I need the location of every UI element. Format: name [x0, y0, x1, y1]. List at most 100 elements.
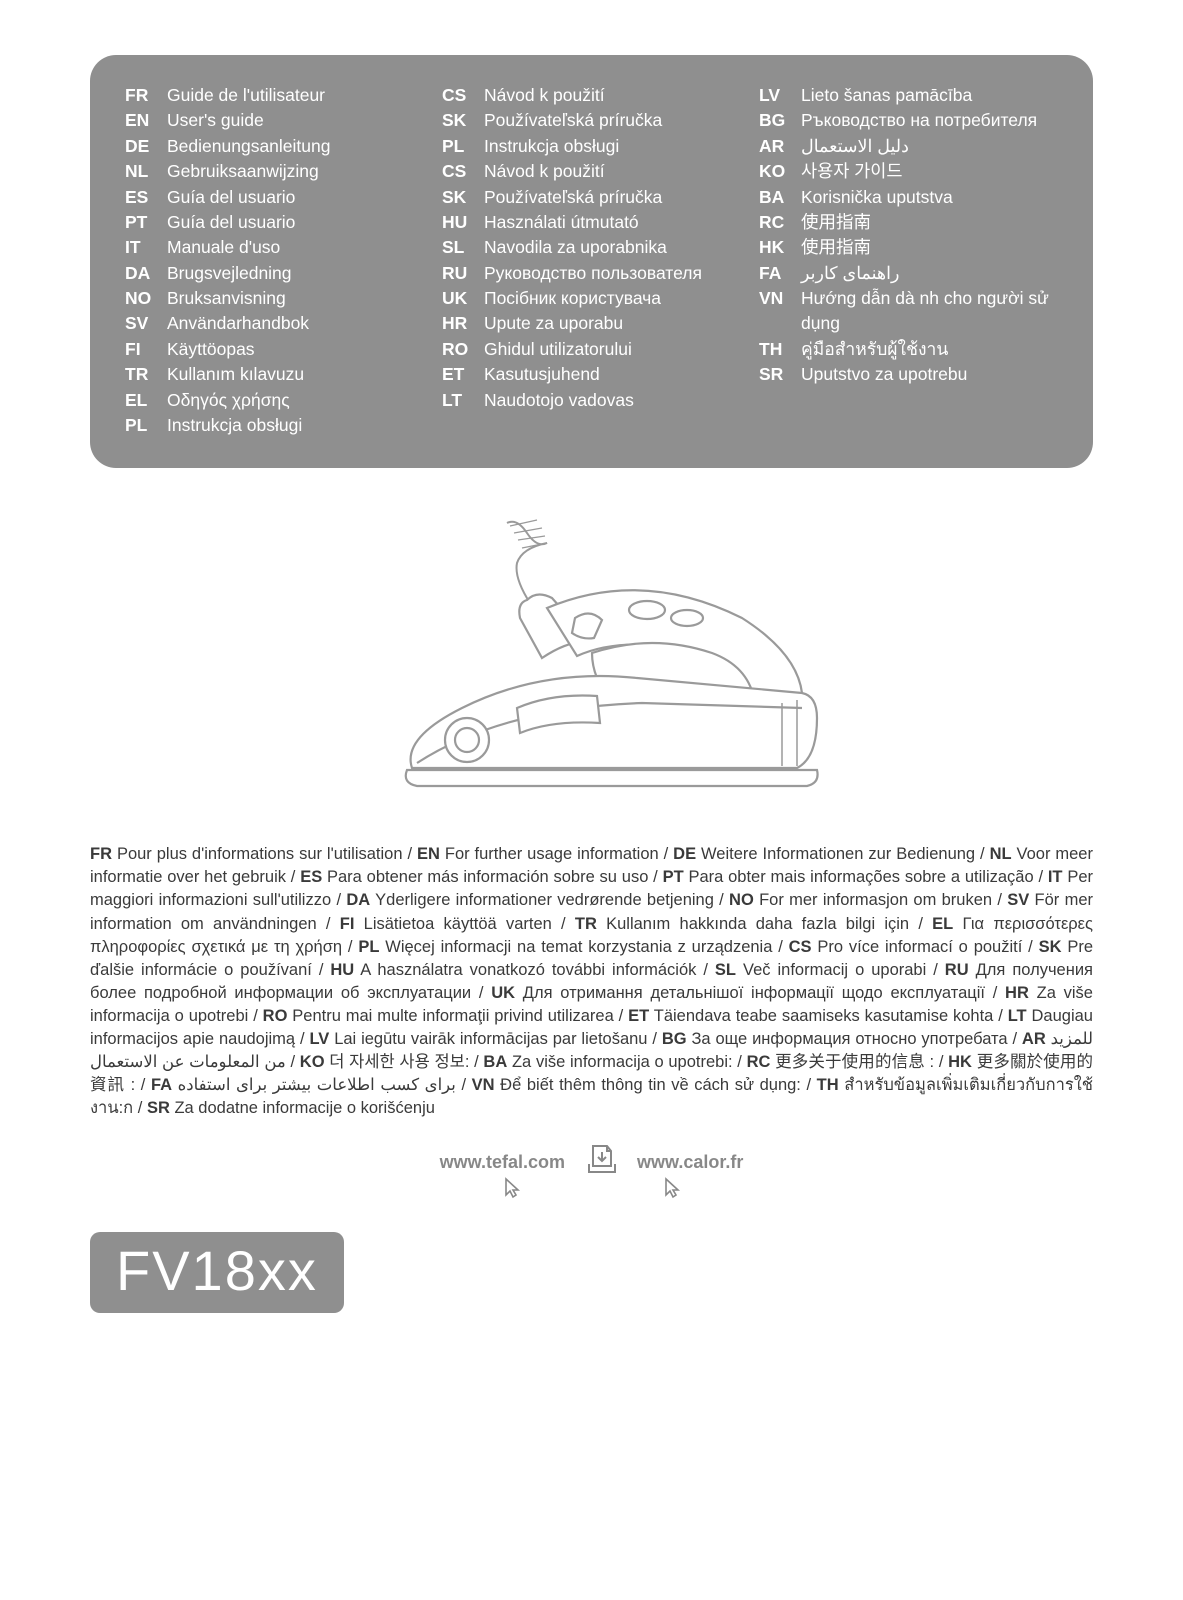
language-label: Manuale d'uso — [167, 235, 424, 260]
language-row: ESGuía del usuario — [125, 185, 424, 210]
language-code: RC — [759, 210, 801, 235]
language-code: PT — [125, 210, 167, 235]
website-calor: www.calor.fr — [637, 1152, 743, 1173]
language-columns: FRGuide de l'utilisateurENUser's guideDE… — [125, 83, 1058, 438]
language-row: HUHasználati útmutató — [442, 210, 741, 235]
language-code: ES — [125, 185, 167, 210]
language-label: Brugsvejledning — [167, 261, 424, 286]
cursor-icon — [662, 1177, 682, 1204]
language-code: FA — [759, 261, 801, 286]
language-row: THคู่มือสำหรับผู้ใช้งาน — [759, 337, 1058, 362]
language-label: Používateľská príručka — [484, 185, 741, 210]
language-code: SV — [125, 311, 167, 336]
language-label: Bedienungsanleitung — [167, 134, 424, 159]
language-code: KO — [759, 159, 801, 184]
language-code: SL — [442, 235, 484, 260]
language-code: LT — [442, 388, 484, 413]
language-row: CSNávod k použití — [442, 159, 741, 184]
language-row: ETKasutusjuhend — [442, 362, 741, 387]
language-code: NL — [125, 159, 167, 184]
language-code: TH — [759, 337, 801, 362]
language-code: CS — [442, 159, 484, 184]
language-label: Guide de l'utilisateur — [167, 83, 424, 108]
website-tefal: www.tefal.com — [440, 1152, 565, 1173]
language-label: راهنمای کاربر — [801, 261, 1058, 286]
language-label: 사용자 가이드 — [801, 159, 1058, 184]
language-label: Hướng dẫn dà nh cho người sử dụng — [801, 286, 1058, 337]
language-label: Kullanım kılavuzu — [167, 362, 424, 387]
info-paragraph: FR Pour plus d'informations sur l'utilis… — [90, 843, 1093, 1120]
language-row: HK使用指南 — [759, 235, 1058, 260]
language-code: SR — [759, 362, 801, 387]
language-code: EL — [125, 388, 167, 413]
language-row: SVAnvändarhandbok — [125, 311, 424, 336]
language-row: SKPoužívateľská príručka — [442, 185, 741, 210]
language-label: Ръководство на потребителя — [801, 108, 1058, 133]
iron-svg — [342, 508, 842, 808]
language-label: Bruksanvisning — [167, 286, 424, 311]
language-label: Användarhandbok — [167, 311, 424, 336]
language-label: Korisnička uputstva — [801, 185, 1058, 210]
language-label: Guía del usuario — [167, 210, 424, 235]
language-row: KO사용자 가이드 — [759, 159, 1058, 184]
language-code: HU — [442, 210, 484, 235]
language-code: AR — [759, 134, 801, 159]
language-row: LTNaudotojo vadovas — [442, 388, 741, 413]
language-column: CSNávod k použitíSKPoužívateľská príručk… — [442, 83, 741, 438]
language-label: Lieto šanas pamācība — [801, 83, 1058, 108]
language-row: RC使用指南 — [759, 210, 1058, 235]
language-code: NO — [125, 286, 167, 311]
cursor-icon — [502, 1177, 522, 1204]
language-label: Navodila za uporabnika — [484, 235, 741, 260]
language-code: FI — [125, 337, 167, 362]
language-row: BAKorisnička uputstva — [759, 185, 1058, 210]
language-code: UK — [442, 286, 484, 311]
language-row: SKPoužívateľská príručka — [442, 108, 741, 133]
language-code: CS — [442, 83, 484, 108]
language-row: RUРуководство пользователя — [442, 261, 741, 286]
language-row: NOBruksanvisning — [125, 286, 424, 311]
language-label: Használati útmutató — [484, 210, 741, 235]
language-label: Οδηγός χρήσης — [167, 388, 424, 413]
language-label: Návod k použití — [484, 159, 741, 184]
language-label: คู่มือสำหรับผู้ใช้งาน — [801, 337, 1058, 362]
download-doc-icon — [583, 1142, 619, 1183]
language-row: DABrugsvejledning — [125, 261, 424, 286]
language-row: LVLieto šanas pamācība — [759, 83, 1058, 108]
language-row: SLNavodila za uporabnika — [442, 235, 741, 260]
language-code: ET — [442, 362, 484, 387]
language-label: Ghidul utilizatorului — [484, 337, 741, 362]
language-row: PLInstrukcja obsługi — [125, 413, 424, 438]
language-row: BGРъководство на потребителя — [759, 108, 1058, 133]
language-row: ARدليل الاستعمال — [759, 134, 1058, 159]
language-code: RU — [442, 261, 484, 286]
language-row: ELΟδηγός χρήσης — [125, 388, 424, 413]
language-row: PTGuía del usuario — [125, 210, 424, 235]
language-label: Gebruiksaanwijzing — [167, 159, 424, 184]
language-label: 使用指南 — [801, 235, 1058, 260]
language-code: BA — [759, 185, 801, 210]
language-label: Používateľská príručka — [484, 108, 741, 133]
language-row: ITManuale d'uso — [125, 235, 424, 260]
language-row: UKПосібник користувача — [442, 286, 741, 311]
language-row: SRUputstvo za upotrebu — [759, 362, 1058, 387]
language-code: BG — [759, 108, 801, 133]
language-label: Uputstvo za upotrebu — [801, 362, 1058, 387]
language-code: SK — [442, 185, 484, 210]
language-code: IT — [125, 235, 167, 260]
language-row: FAراهنمای کاربر — [759, 261, 1058, 286]
language-label: Instrukcja obsługi — [484, 134, 741, 159]
language-row: FRGuide de l'utilisateur — [125, 83, 424, 108]
language-label: Upute za uporabu — [484, 311, 741, 336]
language-code: HR — [442, 311, 484, 336]
language-label: Návod k použití — [484, 83, 741, 108]
language-code: SK — [442, 108, 484, 133]
iron-illustration — [90, 508, 1093, 813]
language-label: Посібник користувача — [484, 286, 741, 311]
language-label: Käyttöopas — [167, 337, 424, 362]
language-row: HRUpute za uporabu — [442, 311, 741, 336]
language-code: PL — [442, 134, 484, 159]
language-row: FIKäyttöopas — [125, 337, 424, 362]
language-label: 使用指南 — [801, 210, 1058, 235]
model-number-box: FV18xx — [90, 1232, 344, 1313]
